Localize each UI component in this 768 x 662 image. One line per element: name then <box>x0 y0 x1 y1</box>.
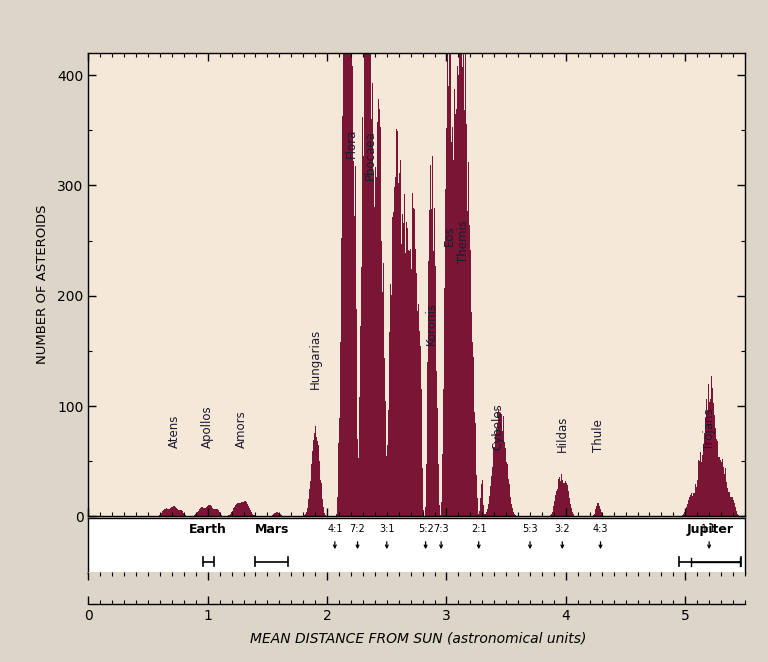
Text: Eos: Eos <box>442 226 455 246</box>
Text: Flora: Flora <box>345 128 357 158</box>
Text: 4:1: 4:1 <box>327 524 343 534</box>
Text: 7:2: 7:2 <box>349 524 366 534</box>
Text: 2:1: 2:1 <box>471 524 487 534</box>
Text: Phocaea: Phocaea <box>364 130 377 180</box>
Text: Hildas: Hildas <box>556 416 569 452</box>
Text: Jupiter: Jupiter <box>687 523 734 536</box>
Text: Trojans: Trojans <box>703 408 716 450</box>
Text: MEAN DISTANCE FROM SUN (astronomical units): MEAN DISTANCE FROM SUN (astronomical uni… <box>250 632 587 645</box>
Text: Apollos: Apollos <box>201 405 214 448</box>
Text: 3:2: 3:2 <box>554 524 570 534</box>
Text: Themis: Themis <box>457 220 470 263</box>
Text: Thule: Thule <box>591 420 604 452</box>
Y-axis label: NUMBER OF ASTEROIDS: NUMBER OF ASTEROIDS <box>36 205 48 364</box>
Text: Hungarias: Hungarias <box>309 329 322 389</box>
Text: Atens: Atens <box>167 414 180 448</box>
Text: 5:3: 5:3 <box>522 524 538 534</box>
Text: 5:2: 5:2 <box>418 524 433 534</box>
Text: 3:1: 3:1 <box>379 524 395 534</box>
Text: 7:3: 7:3 <box>433 524 449 534</box>
Text: Amors: Amors <box>235 410 247 448</box>
Text: 1:1: 1:1 <box>701 524 717 534</box>
Text: 4:3: 4:3 <box>593 524 608 534</box>
Text: Earth: Earth <box>190 523 227 536</box>
Text: Koronis: Koronis <box>425 303 438 346</box>
Text: Mars: Mars <box>254 523 289 536</box>
Text: Cybeles: Cybeles <box>492 403 505 450</box>
